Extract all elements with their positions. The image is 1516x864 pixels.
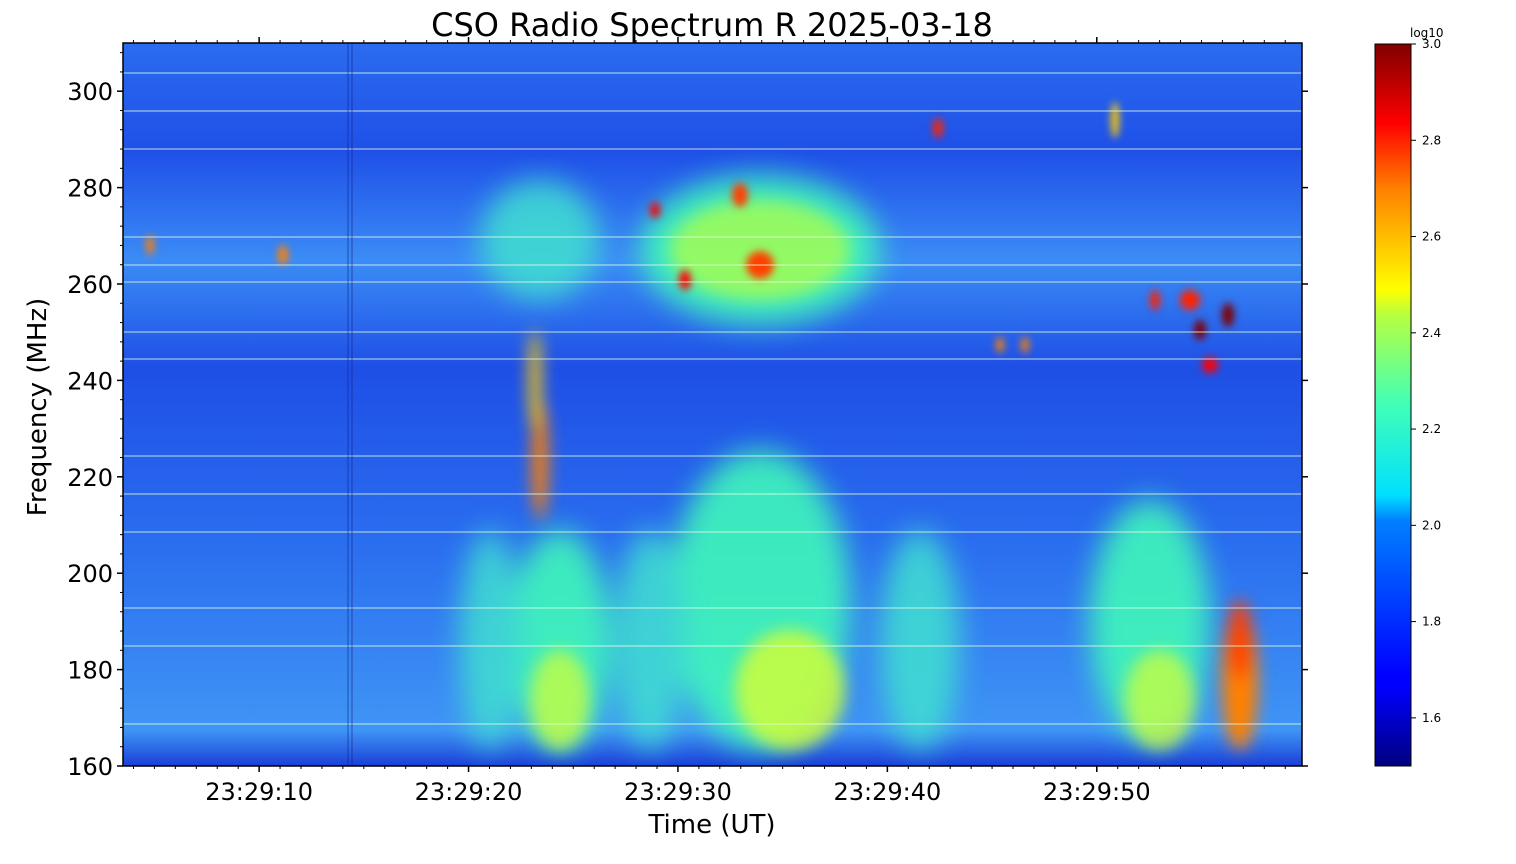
colorbar-unit-label: log10 [1410,26,1444,40]
rfi-lines [123,72,1302,725]
colorbar-tick-label-2: 2.0 [1422,518,1441,532]
spectrogram-emission [123,43,1302,766]
colorbar-ticks: 1.6 1.8 2.0 2.2 2.4 2.6 2.8 3.0 [1411,37,1441,725]
chart-title: CSO Radio Spectrum R 2025-03-18 [431,6,993,44]
x-axis-label: Time (UT) [647,810,775,840]
x-tick-label-2: 23:29:30 [624,778,732,806]
x-tick-label-4: 23:29:50 [1043,778,1151,806]
y-tick-label-7: 300 [67,78,113,106]
y-tick-label-5: 260 [67,271,113,299]
spectrogram-plot-area [122,42,1303,767]
y-tick-label-0: 160 [67,753,113,781]
y-tick-label-3: 220 [67,464,113,492]
y-tick-label-2: 200 [67,560,113,588]
y-axis-label: Frequency (MHz) [23,298,53,517]
colorbar-tick-label-6: 2.8 [1422,133,1441,147]
y-tick-label-6: 280 [67,175,113,203]
x-tick-label-1: 23:29:20 [415,778,523,806]
y-tick-label-1: 180 [67,657,113,685]
colorbar-tick-label-4: 2.4 [1422,326,1441,340]
colorbar-tick-label-7: 3.0 [1422,37,1441,51]
colorbar-tick-label-3: 2.2 [1422,422,1441,436]
colorbar-gradient [1374,43,1412,767]
colorbar-tick-label-5: 2.6 [1422,230,1441,244]
x-tick-label-3: 23:29:40 [833,778,941,806]
colorbar-tick-label-0: 1.6 [1422,711,1441,725]
y-axis: 160 180 200 220 240 260 280 300 [67,52,1308,781]
colorbar: log10 1.6 1.8 2.0 2.2 2.4 2.6 2.8 3.0 [1374,26,1444,767]
colorbar-tick-label-1: 1.8 [1422,615,1441,629]
y-tick-label-4: 240 [67,367,113,395]
x-axis: 23:29:10 23:29:20 23:29:30 23:29:40 23:29:50 [132,37,1286,806]
plot-frame [122,42,1303,767]
x-tick-label-0: 23:29:10 [205,778,313,806]
